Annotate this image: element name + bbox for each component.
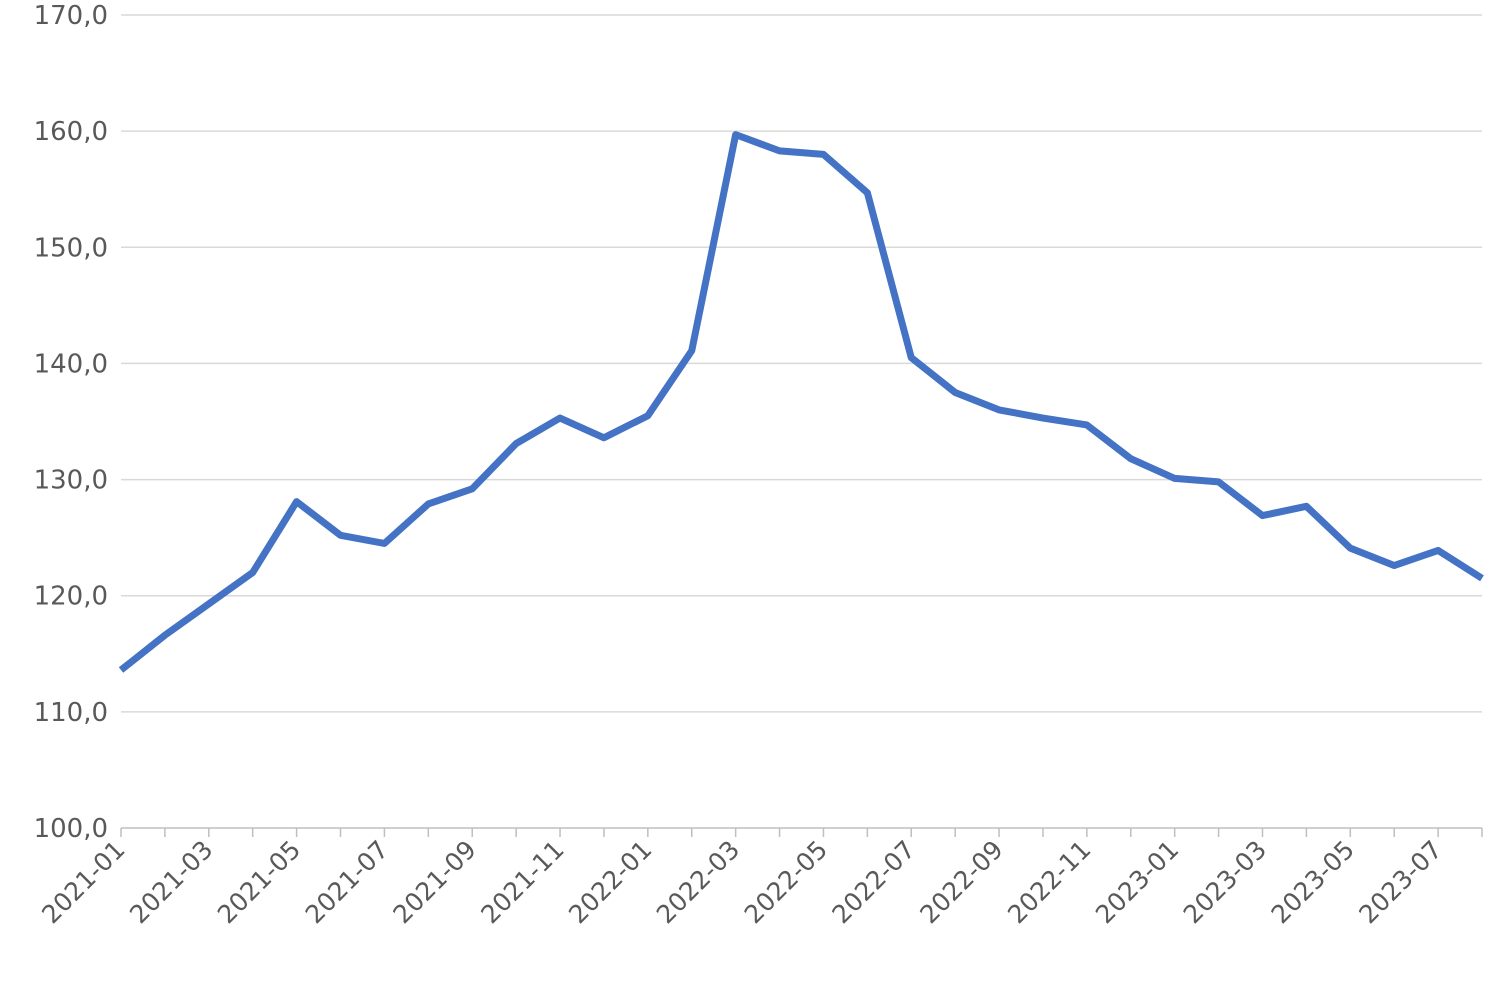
data-point xyxy=(777,148,783,154)
data-point xyxy=(689,348,695,354)
x-tick-label: 2022-11 xyxy=(1002,835,1096,929)
data-point xyxy=(338,532,344,538)
data-point xyxy=(513,441,519,447)
y-tick-label: 160,0 xyxy=(34,117,108,147)
x-tick-label: 2022-07 xyxy=(827,835,921,929)
y-tick-label: 130,0 xyxy=(34,466,108,496)
data-point xyxy=(206,601,212,607)
data-point xyxy=(601,435,607,441)
x-tick-label: 2021-05 xyxy=(212,835,306,929)
data-point xyxy=(864,190,870,196)
gridlines xyxy=(121,14,1482,713)
data-point xyxy=(118,667,124,673)
x-tick-label: 2022-01 xyxy=(563,835,657,929)
data-point xyxy=(820,151,826,157)
y-tick-label: 120,0 xyxy=(34,582,108,612)
x-tick-label: 2021-11 xyxy=(475,835,569,929)
data-point xyxy=(1435,547,1441,553)
x-tick-label: 2021-03 xyxy=(124,835,218,929)
x-tick-label: 2023-01 xyxy=(1090,835,1184,929)
data-point xyxy=(425,501,431,507)
data-point xyxy=(1128,456,1134,462)
data-point xyxy=(952,389,958,395)
x-tick-label: 2021-07 xyxy=(300,835,394,929)
x-tick-label: 2023-07 xyxy=(1353,835,1447,929)
data-point xyxy=(1347,545,1353,551)
data-point xyxy=(381,540,387,546)
data-point xyxy=(1172,475,1178,481)
data-point xyxy=(557,415,563,421)
data-point xyxy=(250,569,256,575)
data-point xyxy=(908,355,914,361)
data-point xyxy=(162,632,168,638)
data-point xyxy=(1303,503,1309,509)
x-tick-label: 2021-09 xyxy=(388,835,482,929)
data-point xyxy=(1040,415,1046,421)
x-axis xyxy=(120,827,1483,837)
data-point xyxy=(733,132,739,138)
y-tick-label: 100,0 xyxy=(34,814,108,844)
data-point xyxy=(645,413,651,419)
y-tick-label: 170,0 xyxy=(34,1,108,31)
data-point xyxy=(996,407,1002,413)
y-tick-label: 140,0 xyxy=(34,349,108,379)
y-tick-label: 110,0 xyxy=(34,698,108,728)
x-axis-tick-labels: 2021-012021-032021-052021-072021-092021-… xyxy=(36,835,1447,929)
data-point xyxy=(1084,422,1090,428)
x-tick-label: 2022-05 xyxy=(739,835,833,929)
data-point xyxy=(1391,563,1397,569)
data-point xyxy=(1259,513,1265,519)
series-line xyxy=(118,131,1484,673)
series-layer xyxy=(118,131,1485,673)
x-tick-label: 2021-01 xyxy=(36,835,130,929)
y-axis-tick-labels: 100,0 110,0 120,0 130,0 140,0 150,0 160,0 170,0 xyxy=(34,1,108,844)
x-tick-label: 2022-03 xyxy=(651,835,745,929)
x-tick-label: 2023-03 xyxy=(1178,835,1272,929)
data-point xyxy=(469,486,475,492)
data-point xyxy=(294,499,300,505)
data-point xyxy=(1216,479,1222,485)
data-point xyxy=(1479,575,1485,581)
x-tick-label: 2022-09 xyxy=(914,835,1008,929)
x-tick-label: 2023-05 xyxy=(1266,835,1360,929)
y-tick-label: 150,0 xyxy=(34,233,108,263)
